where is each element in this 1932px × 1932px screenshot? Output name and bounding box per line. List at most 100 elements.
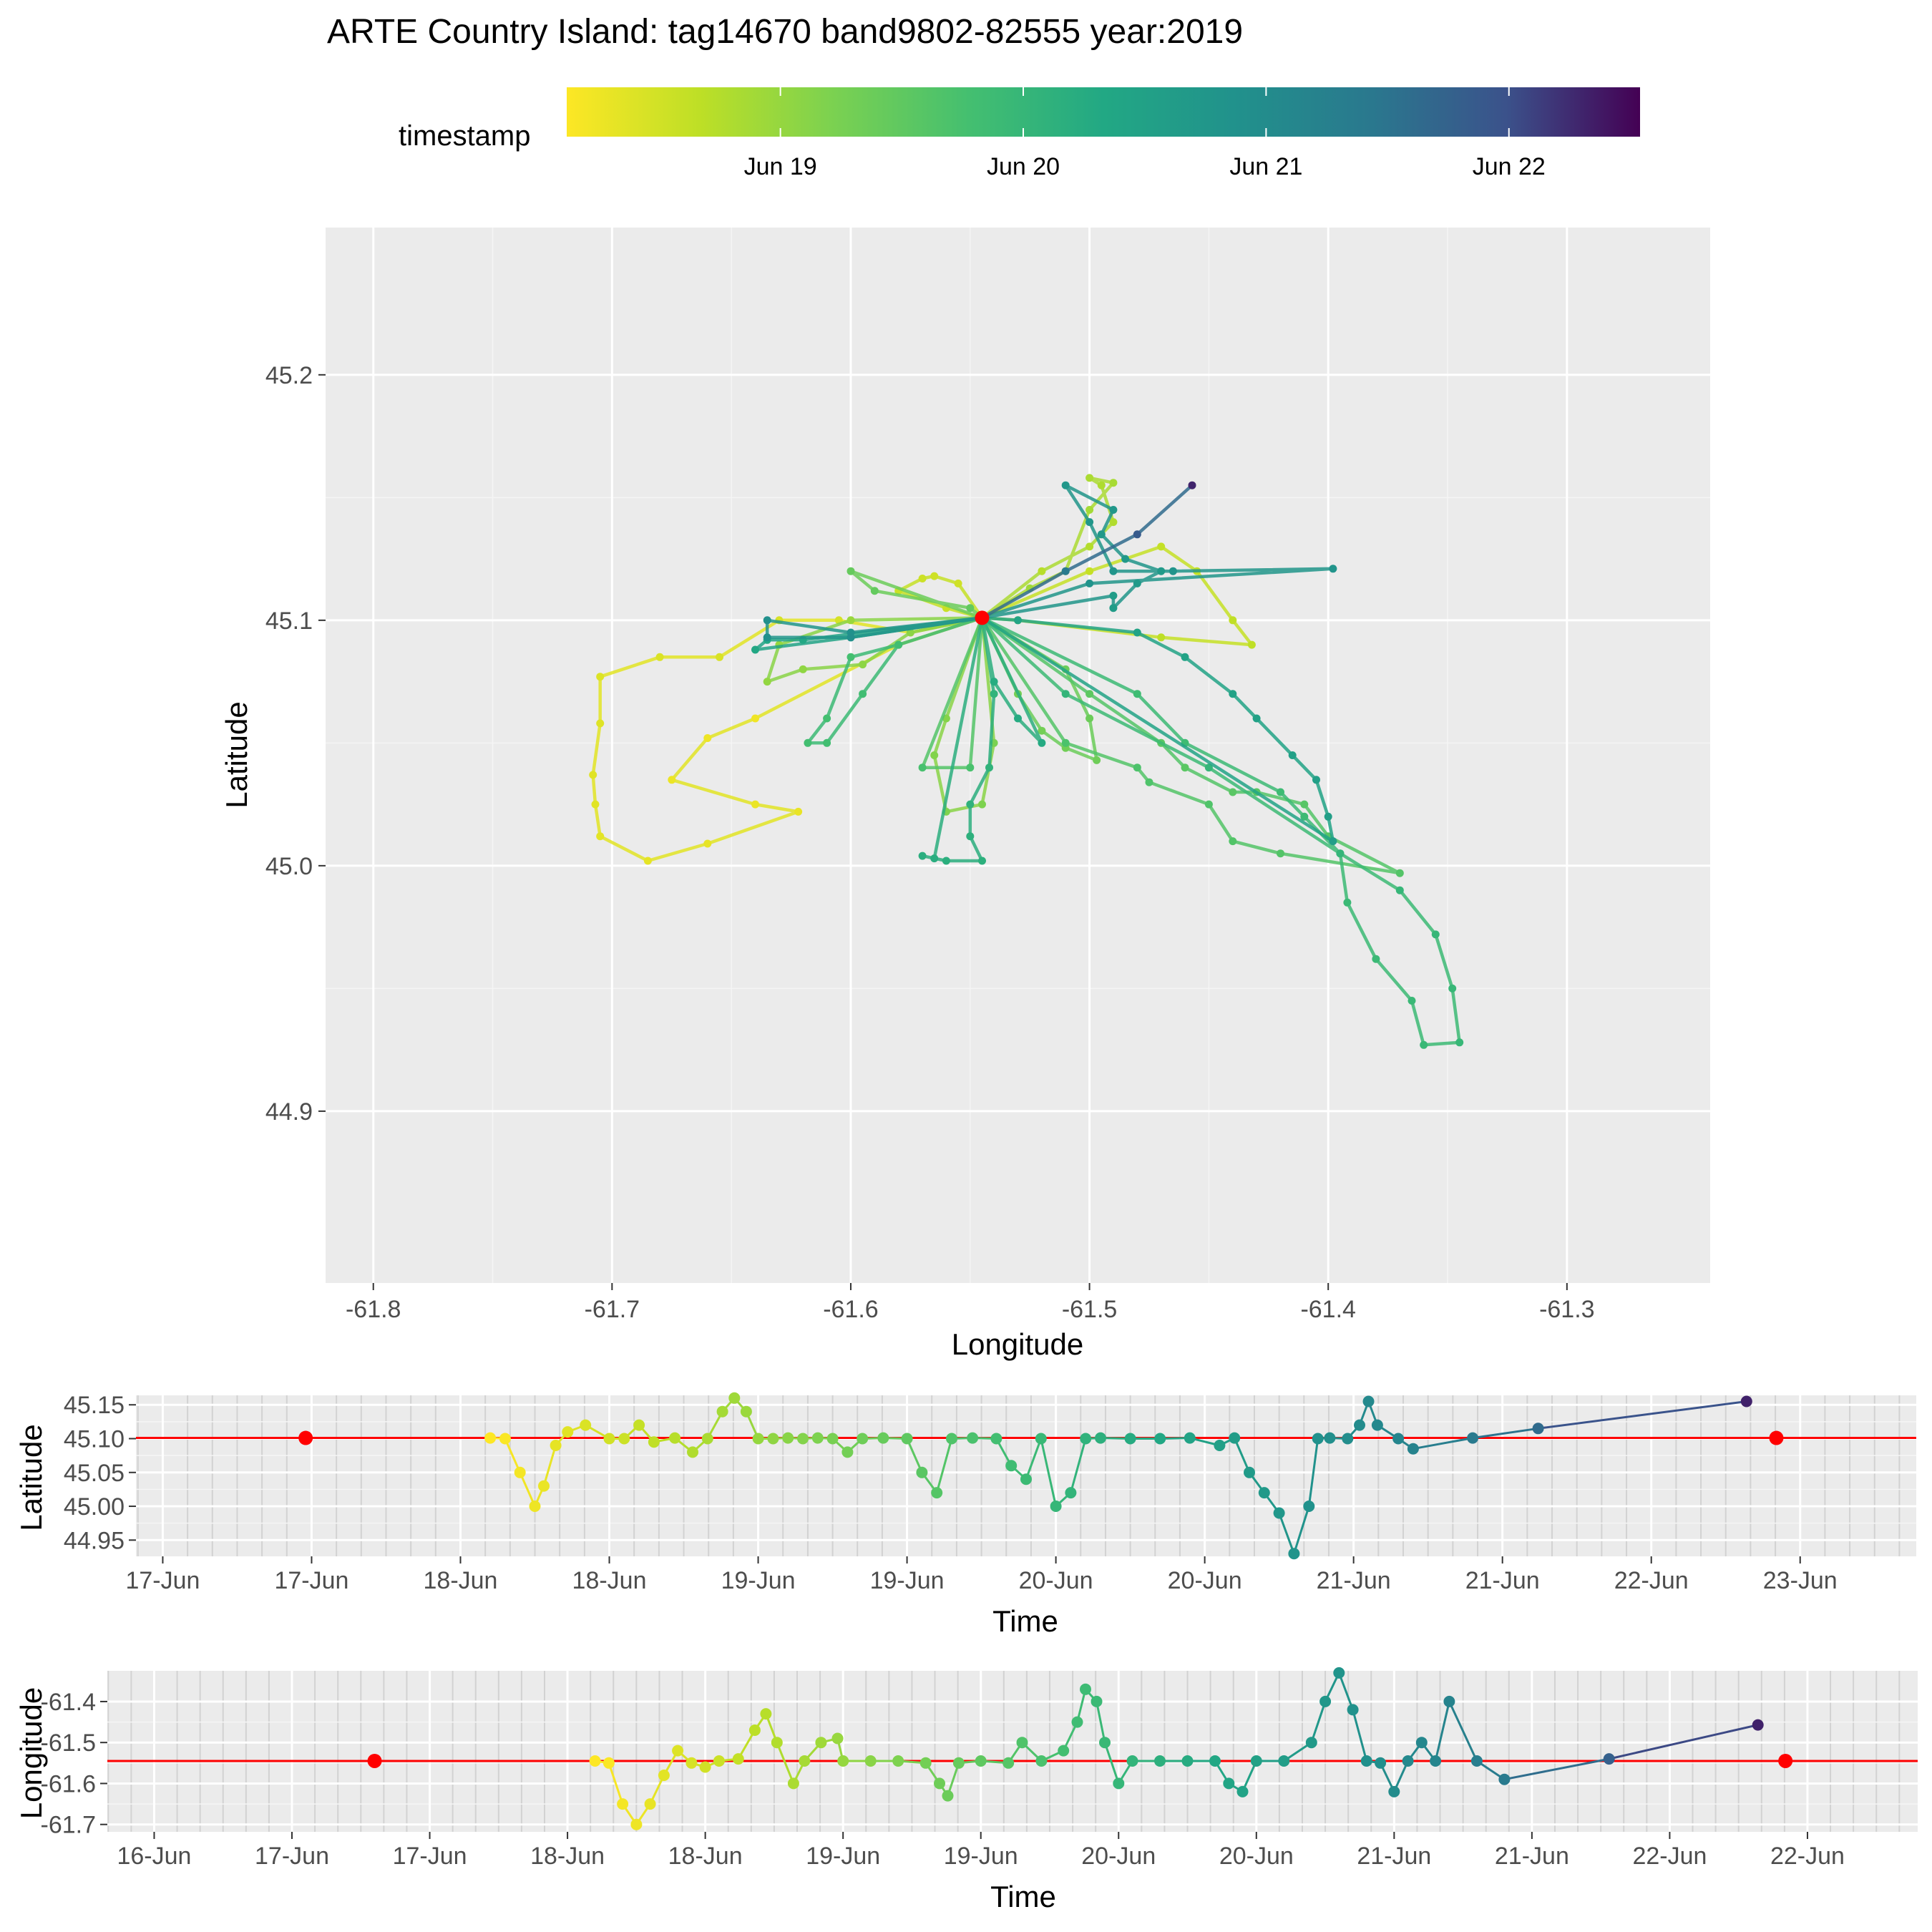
longitude-reference-point <box>1778 1753 1793 1768</box>
map-location-point <box>823 714 831 723</box>
map-location-point <box>1085 579 1094 587</box>
map-location-point <box>1038 567 1046 575</box>
longitude-location-point <box>1498 1773 1511 1785</box>
map-location-point <box>1252 714 1261 723</box>
latitude-y-tick-label: 45.00 <box>64 1493 125 1521</box>
longitude-location-point <box>1126 1755 1138 1767</box>
longitude-location-point <box>1430 1755 1442 1767</box>
latitude-location-point <box>669 1432 681 1444</box>
map-location-point <box>978 857 986 865</box>
latitude-location-point <box>648 1436 660 1448</box>
map-location-point <box>985 763 993 772</box>
map-location-point <box>1455 1038 1464 1047</box>
map-location-point <box>794 807 803 816</box>
colorbar-title: timestamp <box>399 120 531 152</box>
latitude-location-point <box>782 1432 794 1444</box>
latitude-location-point <box>1124 1433 1136 1445</box>
map-location-point <box>703 734 712 742</box>
longitude-track-line <box>1103 1742 1120 1784</box>
longitude-location-point <box>1113 1777 1125 1790</box>
latitude-y-tick-label: 44.95 <box>64 1527 125 1554</box>
map-location-point <box>859 690 867 698</box>
latitude-location-point <box>484 1432 497 1444</box>
longitude-track-line <box>1352 1709 1368 1762</box>
latitude-location-point <box>1354 1419 1365 1431</box>
longitude-x-tick-label: 19-Jun <box>944 1843 1018 1870</box>
longitude-location-point <box>771 1737 783 1749</box>
map-location-point <box>918 763 927 772</box>
longitude-location-point <box>1360 1755 1372 1767</box>
colorbar-tick-label: Jun 19 <box>744 153 817 180</box>
latitude-location-point <box>901 1433 913 1445</box>
map-location-point <box>1395 869 1404 877</box>
latitude-location-point <box>811 1432 824 1444</box>
latitude-location-point <box>797 1433 809 1445</box>
map-track-line <box>981 484 1194 620</box>
map-location-point <box>1085 567 1094 575</box>
longitude-x-tick-label: 17-Jun <box>255 1843 329 1870</box>
map-location-point <box>1329 837 1337 846</box>
latitude-location-point <box>1020 1473 1032 1485</box>
map-location-point <box>1109 479 1118 487</box>
longitude-panel-x-axis-title: Time <box>990 1880 1056 1913</box>
longitude-location-point <box>1016 1737 1028 1749</box>
latitude-location-point <box>633 1419 645 1431</box>
map-location-point <box>1097 481 1106 489</box>
longitude-location-point <box>1002 1757 1015 1769</box>
longitude-track-line <box>1448 1701 1478 1762</box>
map-panel-background <box>326 228 1710 1283</box>
map-y-axis-title: Latitude <box>220 701 253 808</box>
longitude-y-tick-label: -61.5 <box>41 1729 97 1757</box>
longitude-location-point <box>892 1755 904 1767</box>
map-location-point <box>1121 555 1130 563</box>
latitude-location-point <box>550 1440 562 1451</box>
latitude-marks <box>136 1392 1916 1560</box>
longitude-location-point <box>686 1757 698 1769</box>
longitude-location-point <box>1415 1737 1428 1749</box>
colorbar-tick-label: Jun 20 <box>987 153 1060 180</box>
longitude-x-tick-label: 18-Jun <box>530 1843 605 1870</box>
map-location-point <box>966 800 975 809</box>
longitude-location-point <box>799 1755 811 1767</box>
latitude-location-point <box>562 1426 574 1438</box>
longitude-location-point <box>837 1755 849 1767</box>
map-location-point <box>1277 849 1284 858</box>
map-location-point <box>763 616 771 625</box>
longitude-location-point <box>589 1755 601 1767</box>
map-location-point <box>1109 518 1118 527</box>
map-location-point <box>643 857 652 865</box>
longitude-location-point <box>1091 1695 1103 1707</box>
map-location-point <box>966 763 975 772</box>
longitude-location-point <box>617 1798 629 1810</box>
map-location-point <box>847 616 855 625</box>
longitude-location-point <box>1236 1785 1249 1797</box>
longitude-y-tick-label: -61.4 <box>41 1689 97 1716</box>
latitude-location-point <box>967 1432 979 1444</box>
map-location-point <box>1300 812 1309 821</box>
map-track-line <box>591 616 983 863</box>
longitude-location-point <box>672 1745 684 1757</box>
longitude-location-point <box>1375 1757 1387 1769</box>
latitude-location-point <box>1392 1433 1405 1445</box>
map-location-point <box>1169 567 1177 575</box>
latitude-track-line <box>1413 1437 1473 1450</box>
map-location-point <box>1229 616 1237 625</box>
latitude-location-point <box>857 1433 869 1445</box>
latitude-location-point <box>1035 1433 1047 1445</box>
latitude-track-line <box>542 1445 557 1487</box>
map-location-point <box>751 714 759 723</box>
latitude-location-point <box>1407 1443 1419 1455</box>
map-location-point <box>966 604 975 613</box>
map-location-point <box>1061 690 1070 698</box>
longitude-location-point <box>1402 1755 1414 1767</box>
map-track-line <box>765 616 996 814</box>
longitude-location-point <box>1080 1683 1091 1695</box>
longitude-location-point <box>864 1755 877 1767</box>
longitude-location-point <box>934 1777 945 1790</box>
longitude-location-point <box>919 1757 932 1769</box>
longitude-track-line <box>1096 1701 1106 1743</box>
map-location-point <box>1085 542 1094 551</box>
map-x-tick-label: -61.7 <box>585 1296 640 1323</box>
map-location-point <box>763 678 771 686</box>
longitude-track-line <box>1434 1701 1450 1762</box>
